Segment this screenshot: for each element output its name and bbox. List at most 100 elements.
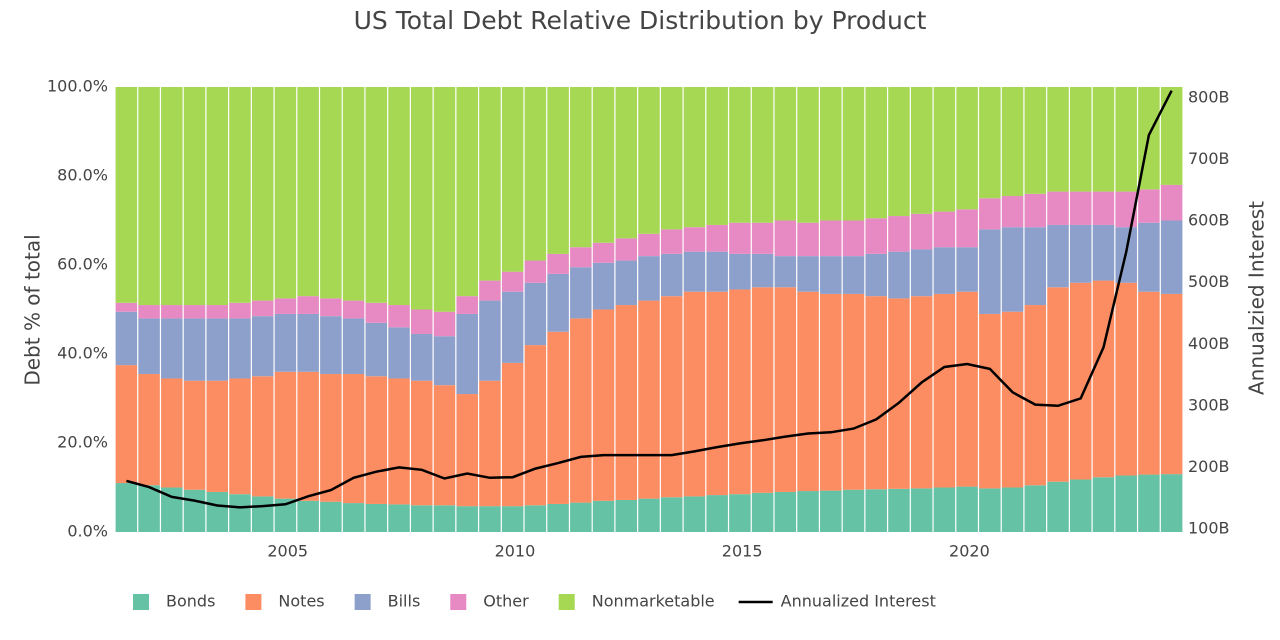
bar-segment: [751, 492, 774, 532]
bar-segment: [342, 300, 365, 319]
bar-segment: [479, 380, 501, 507]
bar-segment: [979, 488, 1001, 532]
bar-segment: [342, 374, 365, 504]
bar-segment: [1001, 487, 1024, 532]
bar-segment: [706, 87, 728, 225]
bar-segment: [138, 305, 160, 319]
bar-segment: [820, 220, 842, 257]
bar-segment: [297, 296, 319, 314]
bar-segment: [229, 87, 251, 303]
bar-segment: [274, 298, 297, 314]
y-tick-label: 0.0%: [67, 522, 108, 541]
bar-segment: [1160, 293, 1183, 475]
y-tick-label: 20.0%: [57, 433, 108, 452]
bar-segment: [797, 291, 819, 492]
bar-segment: [1024, 485, 1047, 532]
y2-tick-label: 300B: [1188, 395, 1230, 414]
bar-segment: [910, 249, 933, 297]
bar-segment: [956, 247, 978, 292]
bar-segment: [1024, 193, 1047, 228]
bar-segment: [729, 289, 751, 495]
bar-segment: [251, 300, 274, 317]
y-tick-label: 40.0%: [57, 344, 108, 363]
bar-segment: [320, 316, 342, 375]
bar-segment: [865, 253, 887, 297]
bar-segment: [297, 87, 319, 297]
legend-label: Annualized Interest: [781, 592, 936, 611]
bar-segment: [592, 309, 615, 501]
bar-segment: [479, 87, 501, 281]
bar-segment: [1115, 87, 1137, 192]
bar-segment: [501, 271, 524, 292]
legend-swatch: [450, 594, 467, 610]
bar-segment: [729, 87, 751, 223]
bar-segment: [1138, 222, 1160, 292]
legend-label: Bills: [388, 592, 421, 611]
bar-segment: [979, 198, 1001, 230]
bar-segment: [524, 282, 547, 346]
bar-segment: [956, 291, 978, 487]
legend-label: Bonds: [166, 592, 215, 611]
bar-segment: [229, 378, 251, 495]
bar-segment: [183, 380, 206, 490]
bar-segment: [820, 490, 842, 532]
bar-segment: [547, 253, 569, 274]
legend-label: Other: [483, 592, 529, 611]
bar-segment: [320, 298, 342, 317]
bar-segment: [979, 87, 1001, 199]
bar-segment: [456, 296, 478, 314]
bar-segment: [1138, 291, 1160, 475]
y2-tick-label: 800B: [1188, 88, 1230, 107]
bar-segment: [888, 488, 910, 532]
bar-segment: [956, 209, 978, 248]
bar-segment: [342, 503, 365, 532]
bar-segment: [479, 300, 501, 381]
bar-segment: [138, 485, 160, 532]
y2-axis-title: Annualzied Interest: [1245, 201, 1269, 395]
bar-segment: [592, 262, 615, 310]
bar-segment: [706, 251, 728, 292]
bar-segment: [433, 505, 456, 532]
bar-segment: [456, 313, 478, 395]
bar-segment: [456, 506, 478, 532]
bar-segment: [660, 87, 683, 230]
bar-segment: [706, 495, 728, 532]
bar-segment: [479, 506, 501, 532]
bar-segment: [411, 309, 433, 334]
bar-segment: [774, 87, 797, 221]
bar-segment: [751, 287, 774, 493]
bar-segment: [1138, 474, 1160, 532]
bar-segment: [570, 502, 592, 532]
bar-segment: [320, 374, 342, 502]
plot-area: [115, 87, 1183, 532]
bar-segment: [297, 371, 319, 501]
bar-segment: [774, 287, 797, 492]
bar-segment: [229, 302, 251, 319]
y-tick-label: 80.0%: [57, 166, 108, 185]
bar-segment: [297, 500, 319, 532]
bar-segment: [615, 305, 638, 500]
bar-segment: [820, 293, 842, 491]
bar-segment: [615, 238, 638, 261]
bar-segment: [1160, 87, 1183, 185]
bar-segment: [433, 336, 456, 386]
bar-segment: [751, 87, 774, 223]
bar-segment: [638, 300, 660, 499]
bar-segment: [729, 253, 751, 290]
bar-segment: [615, 499, 638, 532]
bar-segment: [161, 318, 183, 379]
y2-tick-label: 100B: [1188, 518, 1230, 537]
bar-segment: [933, 211, 956, 248]
bar-segment: [888, 251, 910, 299]
bar-segment: [183, 87, 206, 306]
y2-tick-label: 700B: [1188, 149, 1230, 168]
bar-segment: [138, 87, 160, 306]
y2-tick-label: 500B: [1188, 272, 1230, 291]
bar-segment: [251, 316, 274, 377]
bar-segment: [1047, 191, 1069, 225]
legend-swatch: [558, 594, 575, 610]
bar-segment: [161, 378, 183, 488]
bar-segment: [797, 491, 819, 532]
bar-segment: [411, 505, 433, 532]
bar-segment: [388, 305, 410, 328]
